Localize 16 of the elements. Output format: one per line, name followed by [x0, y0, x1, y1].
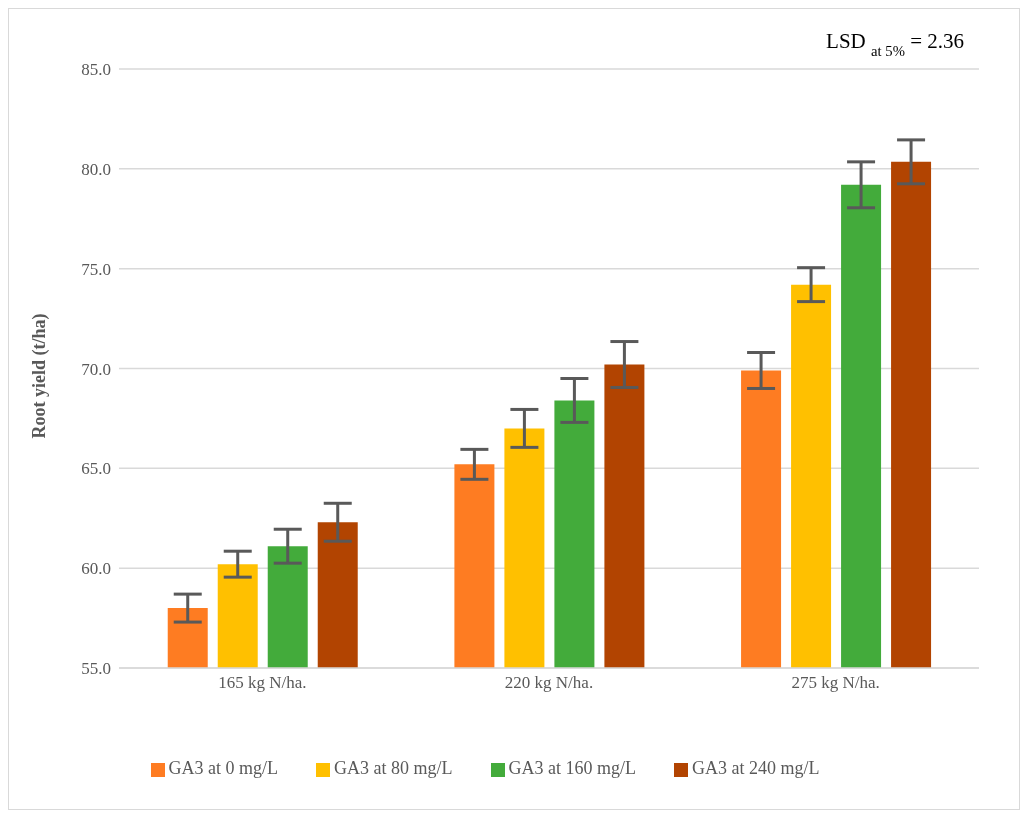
y-tick-label: 70.0 — [81, 359, 111, 379]
y-axis-title: Root yield (t/ha) — [29, 313, 51, 439]
legend-label: GA3 at 160 mg/L — [508, 758, 636, 778]
y-tick-label: 60.0 — [81, 559, 111, 579]
text: LSD $_{at 5%}$ = 2.36 — [826, 29, 964, 59]
y-tick-label: 65.0 — [81, 459, 111, 479]
y-tick-label: 85.0 — [81, 60, 111, 80]
legend-label: GA3 at 0 mg/L — [168, 758, 278, 778]
x-tick-label: 220 kg N/ha. — [504, 673, 594, 693]
x-tick-label: 165 kg N/ha. — [218, 673, 307, 693]
x-tick-label: 275 kg N/ha. — [791, 673, 880, 693]
y-tick-label: 75.0 — [81, 259, 111, 279]
legend-label: GA3 at 240 mg/L — [692, 758, 820, 778]
legend-label: GA3 at 80 mg/L — [334, 758, 453, 778]
y-tick-label: 80.0 — [81, 159, 111, 179]
y-tick-label: 55.0 — [81, 659, 111, 679]
